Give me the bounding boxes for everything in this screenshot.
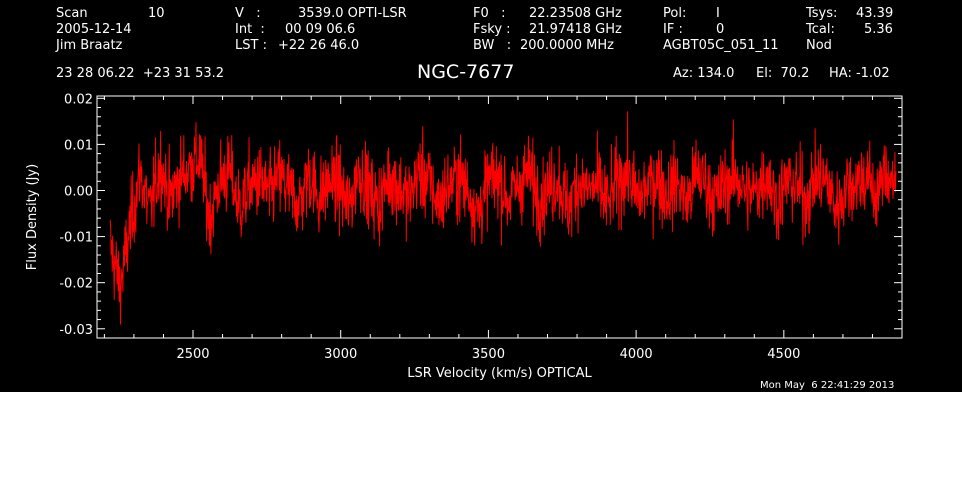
y-tick-label: 0.00 [64, 184, 93, 199]
x-tick-label: 4500 [767, 347, 800, 362]
spectrum-plot: 2500 3000 3500 4000 4500 -0.03 -0.02 -0.01 0.00 0… [25, 92, 903, 381]
lst-label: LST : [235, 38, 267, 53]
integration-label: Int : [235, 22, 265, 37]
spectrum-series [109, 111, 897, 325]
bandwidth-label: BW : [473, 38, 512, 53]
tcal-label: Tcal: [806, 22, 835, 37]
x-tick-label: 4000 [620, 347, 653, 362]
scan-label: Scan [56, 6, 88, 21]
velocity-value: 3539.0 OPTI-LSR [298, 6, 407, 21]
bandwidth-value: 200.0000 MHz [520, 38, 614, 53]
render-timestamp: Mon May 6 22:41:29 2013 [760, 380, 895, 391]
spectrum-line [109, 111, 897, 325]
if-value: 0 [716, 22, 725, 37]
lst-value: +22 26 46.0 [278, 38, 360, 53]
y-tick-label: -0.03 [59, 323, 93, 338]
plot-panel: Scan 10 2005-12-14 Jim Braatz V : 3539.0… [0, 0, 962, 392]
hour-angle: HA: -1.02 [829, 66, 890, 81]
tsys-label: Tsys: [806, 6, 838, 21]
sky-frequency-value: 21.97418 GHz [529, 22, 622, 37]
x-tick-label: 3000 [324, 347, 357, 362]
project-id: AGBT05C_051_11 [663, 38, 779, 53]
tcal-value: 5.36 [864, 22, 893, 37]
integration-value: 00 09 06.6 [285, 22, 356, 37]
x-axis-label: LSR Velocity (km/s) OPTICAL [407, 366, 592, 381]
rest-frequency-label: F0 : [473, 6, 506, 21]
azimuth: Az: 134.0 [673, 66, 735, 81]
procedure-name: Nod [806, 38, 832, 53]
y-tick-label: -0.01 [59, 231, 93, 246]
x-tick-label: 2500 [176, 347, 209, 362]
source-title: NGC-7677 [417, 61, 515, 83]
rest-frequency-value: 22.23508 GHz [529, 6, 622, 21]
source-coordinates: 23 28 06.22 +23 31 53.2 [56, 66, 225, 81]
axis-ticks: 2500 3000 3500 4000 4500 -0.03 -0.02 -0.01 0.00 0… [59, 92, 903, 362]
scan-number: 10 [148, 6, 165, 21]
sky-frequency-label: Fsky : [473, 22, 511, 37]
plot-frame [96, 95, 903, 339]
y-axis-label: Flux Density (Jy) [25, 164, 40, 270]
observation-date: 2005-12-14 [56, 22, 132, 37]
y-tick-label: -0.02 [59, 277, 93, 292]
y-tick-label: 0.01 [64, 138, 93, 153]
x-tick-label: 3500 [472, 347, 505, 362]
velocity-label: V : [235, 6, 261, 21]
if-label: IF : [663, 22, 683, 37]
y-tick-label: 0.02 [64, 92, 93, 107]
elevation: El: 70.2 [756, 66, 810, 81]
tsys-value: 43.39 [856, 6, 894, 21]
polarization-label: Pol: [663, 6, 687, 21]
polarization-value: I [716, 6, 720, 21]
observer-name: Jim Braatz [56, 38, 123, 53]
